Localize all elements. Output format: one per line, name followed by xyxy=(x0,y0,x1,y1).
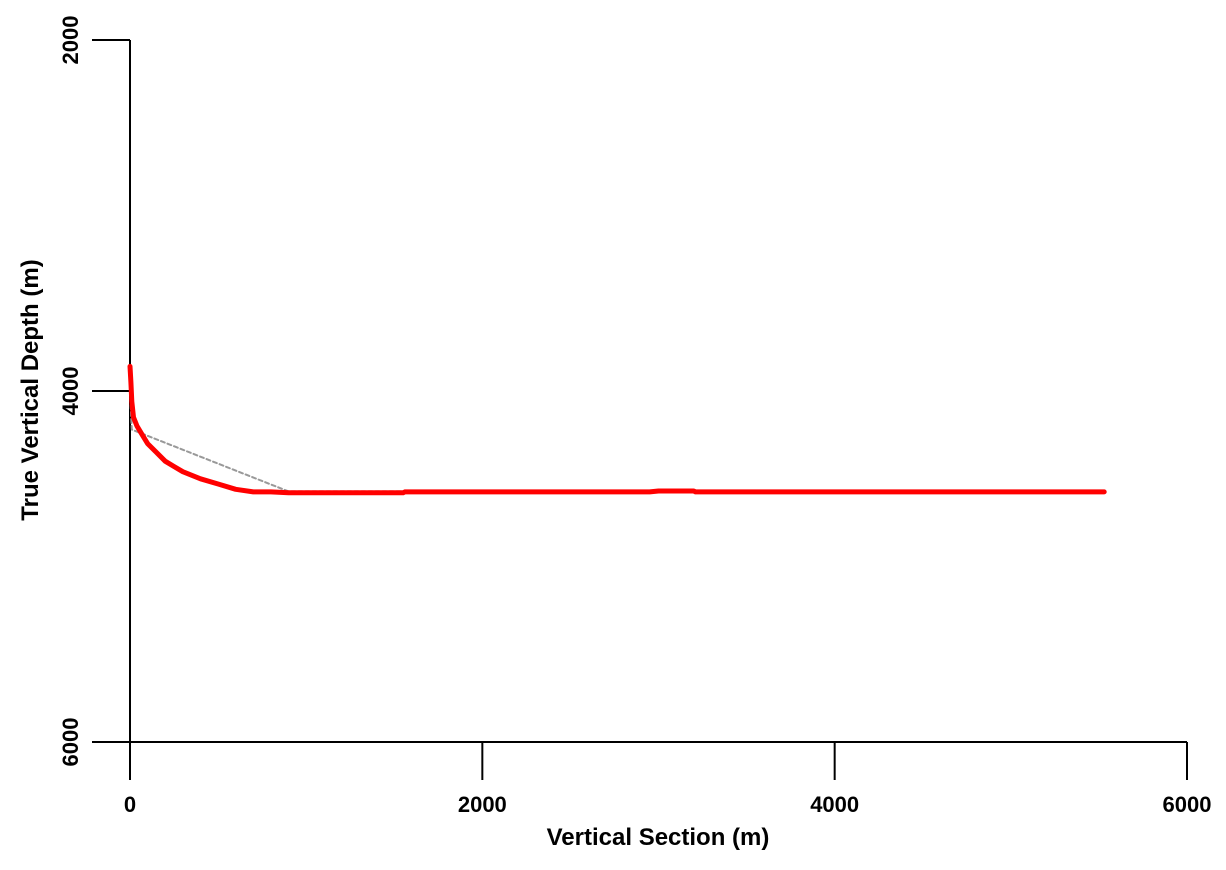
y-axis-title: True Vertical Depth (m) xyxy=(17,259,44,520)
axes: 2000 4000 6000 0 2000 4000 6000 xyxy=(58,16,1211,817)
x-tick-label: 4000 xyxy=(810,792,859,817)
series-layer xyxy=(127,363,1107,496)
x-tick-label: 2000 xyxy=(458,792,507,817)
well-trajectory-line xyxy=(127,363,1107,496)
y-tick-label: 4000 xyxy=(58,367,83,416)
x-axis-title: Vertical Section (m) xyxy=(547,824,770,851)
labels: Vertical Section (m) True Vertical Depth… xyxy=(17,259,769,851)
y-tick-label: 2000 xyxy=(58,16,83,65)
reference-trajectory-line xyxy=(129,390,405,493)
y-tick-label: 6000 xyxy=(58,718,83,767)
x-tick-label: 6000 xyxy=(1163,792,1212,817)
x-tick-label: 0 xyxy=(124,792,136,817)
